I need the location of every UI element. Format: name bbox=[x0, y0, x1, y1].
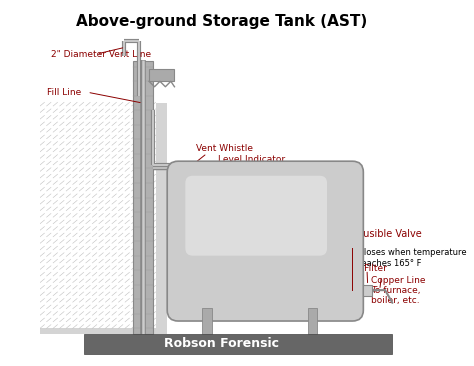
Text: Fill Line: Fill Line bbox=[47, 88, 82, 97]
FancyBboxPatch shape bbox=[167, 161, 364, 321]
Text: Oil Filter: Oil Filter bbox=[349, 264, 387, 273]
Text: Fusible Valve: Fusible Valve bbox=[358, 229, 422, 239]
FancyBboxPatch shape bbox=[83, 334, 392, 354]
Text: Level Indicator: Level Indicator bbox=[218, 155, 285, 164]
FancyBboxPatch shape bbox=[364, 285, 373, 296]
Text: Vent Whistle: Vent Whistle bbox=[196, 144, 253, 153]
Text: 2" Diameter Vent Line: 2" Diameter Vent Line bbox=[51, 49, 151, 59]
Text: Robson Forensic: Robson Forensic bbox=[164, 337, 279, 350]
FancyBboxPatch shape bbox=[149, 68, 174, 81]
FancyBboxPatch shape bbox=[308, 308, 317, 334]
FancyBboxPatch shape bbox=[133, 61, 153, 334]
FancyBboxPatch shape bbox=[202, 308, 212, 334]
Polygon shape bbox=[40, 103, 167, 334]
Text: Above-ground Storage Tank (AST): Above-ground Storage Tank (AST) bbox=[76, 14, 367, 29]
Text: Closes when temperature
reaches 165° F: Closes when temperature reaches 165° F bbox=[358, 249, 466, 268]
FancyBboxPatch shape bbox=[185, 176, 327, 255]
Text: Copper Line
To furnace,
boiler, etc.: Copper Line To furnace, boiler, etc. bbox=[371, 276, 425, 305]
